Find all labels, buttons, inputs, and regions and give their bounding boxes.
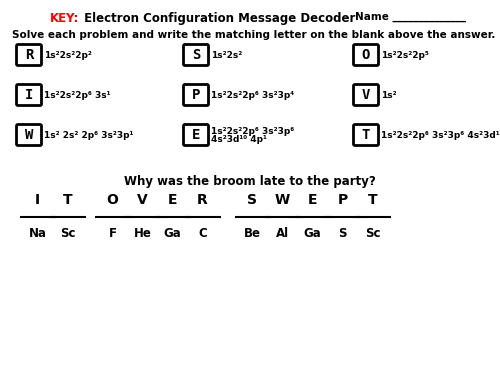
Text: R: R bbox=[25, 48, 33, 62]
Text: 4s²3d¹⁰ 4p¹: 4s²3d¹⁰ 4p¹ bbox=[211, 135, 267, 144]
Text: O: O bbox=[362, 48, 370, 62]
Text: 1s²2s²2p⁶ 3s²3p⁶ 4s²3d¹: 1s²2s²2p⁶ 3s²3p⁶ 4s²3d¹ bbox=[381, 130, 500, 140]
FancyBboxPatch shape bbox=[16, 84, 42, 105]
Text: Name ______________: Name ______________ bbox=[355, 12, 466, 22]
Text: Al: Al bbox=[276, 227, 289, 240]
Text: V: V bbox=[137, 193, 148, 207]
FancyBboxPatch shape bbox=[16, 45, 42, 66]
Text: C: C bbox=[198, 227, 207, 240]
FancyBboxPatch shape bbox=[354, 45, 378, 66]
Text: Na: Na bbox=[28, 227, 46, 240]
Text: E: E bbox=[308, 193, 318, 207]
Text: S: S bbox=[248, 193, 258, 207]
FancyBboxPatch shape bbox=[16, 124, 42, 146]
FancyBboxPatch shape bbox=[184, 45, 208, 66]
Text: Sc: Sc bbox=[60, 227, 75, 240]
Text: 1s² 2s² 2p⁶ 3s²3p¹: 1s² 2s² 2p⁶ 3s²3p¹ bbox=[44, 130, 134, 140]
Text: 1s²2s²2p⁵: 1s²2s²2p⁵ bbox=[381, 51, 429, 60]
Text: S: S bbox=[192, 48, 200, 62]
Text: I: I bbox=[25, 88, 33, 102]
Text: E: E bbox=[168, 193, 177, 207]
Text: T: T bbox=[362, 128, 370, 142]
Text: 1s²2s²2p²: 1s²2s²2p² bbox=[44, 51, 92, 60]
FancyBboxPatch shape bbox=[354, 124, 378, 146]
Text: Ga: Ga bbox=[304, 227, 322, 240]
FancyBboxPatch shape bbox=[184, 84, 208, 105]
Text: S: S bbox=[338, 227, 347, 240]
Text: O: O bbox=[106, 193, 118, 207]
Text: KEY:: KEY: bbox=[50, 12, 80, 25]
Text: 1s²2s²2p⁶ 3s²3p⁶: 1s²2s²2p⁶ 3s²3p⁶ bbox=[211, 126, 294, 135]
Text: He: He bbox=[134, 227, 152, 240]
Text: T: T bbox=[368, 193, 378, 207]
Text: 1s²: 1s² bbox=[381, 90, 396, 99]
Text: Ga: Ga bbox=[164, 227, 182, 240]
FancyBboxPatch shape bbox=[184, 124, 208, 146]
Text: Why was the broom late to the party?: Why was the broom late to the party? bbox=[124, 175, 376, 188]
Text: 1s²2s²: 1s²2s² bbox=[211, 51, 242, 60]
Text: Solve each problem and write the matching letter on the blank above the answer.: Solve each problem and write the matchin… bbox=[12, 30, 496, 40]
Text: R: R bbox=[197, 193, 208, 207]
Text: 1s²2s²2p⁶ 3s¹: 1s²2s²2p⁶ 3s¹ bbox=[44, 90, 110, 99]
Text: W: W bbox=[25, 128, 33, 142]
Text: F: F bbox=[108, 227, 116, 240]
Text: Sc: Sc bbox=[365, 227, 380, 240]
Text: Be: Be bbox=[244, 227, 261, 240]
Text: V: V bbox=[362, 88, 370, 102]
Text: Electron Configuration Message Decoder: Electron Configuration Message Decoder bbox=[80, 12, 355, 25]
Text: I: I bbox=[35, 193, 40, 207]
Text: P: P bbox=[192, 88, 200, 102]
Text: W: W bbox=[275, 193, 290, 207]
Text: 1s²2s²2p⁶ 3s²3p⁴: 1s²2s²2p⁶ 3s²3p⁴ bbox=[211, 90, 294, 99]
FancyBboxPatch shape bbox=[354, 84, 378, 105]
Text: E: E bbox=[192, 128, 200, 142]
Text: T: T bbox=[62, 193, 72, 207]
Text: P: P bbox=[338, 193, 347, 207]
